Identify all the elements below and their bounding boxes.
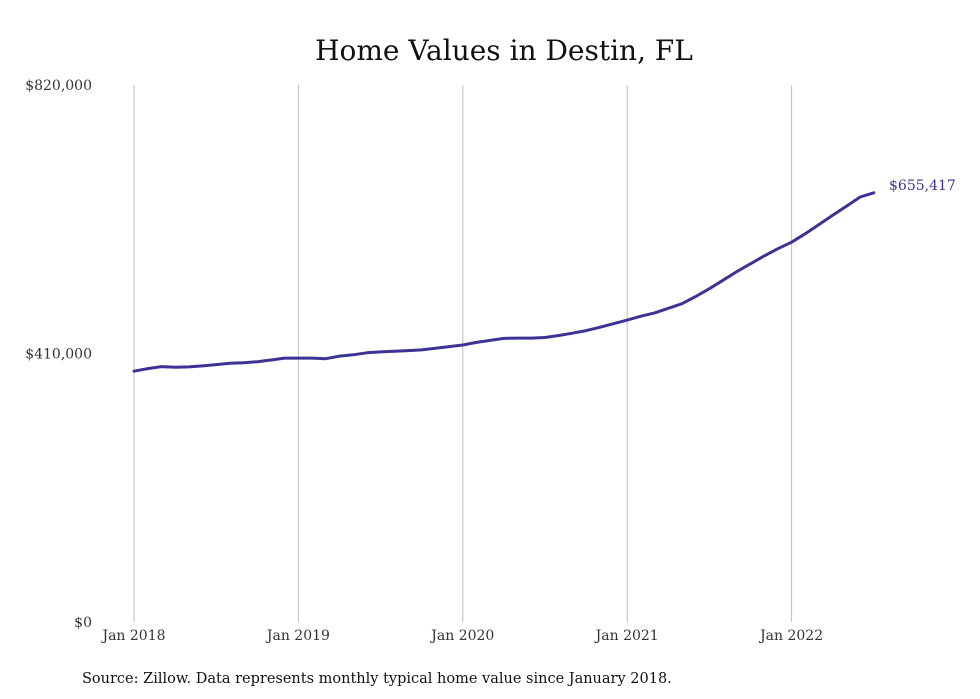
x-tick-label: Jan 2021 <box>594 628 659 644</box>
y-tick-label: $0 <box>74 615 92 631</box>
x-axis-ticks: Jan 2018 Jan 2019 Jan 2020 Jan 2021 Jan 2022 <box>100 628 823 644</box>
gridlines <box>133 85 793 622</box>
y-tick-label: $410,000 <box>25 347 92 363</box>
source-note: Source: Zillow. Data represents monthly … <box>82 671 672 687</box>
x-tick-label: Jan 2020 <box>429 628 494 644</box>
x-tick-label: Jan 2022 <box>758 628 823 644</box>
series-layer <box>132 191 876 373</box>
y-axis-ticks: $0 $410,000 $820,000 <box>25 78 92 631</box>
x-tick-label: Jan 2019 <box>265 628 330 644</box>
x-tick-label: Jan 2018 <box>100 628 165 644</box>
end-value-label: $655,417 <box>889 178 956 194</box>
chart-title: Home Values in Destin, FL <box>315 34 693 67</box>
home-value-line <box>132 191 876 373</box>
y-tick-label: $820,000 <box>25 78 92 94</box>
